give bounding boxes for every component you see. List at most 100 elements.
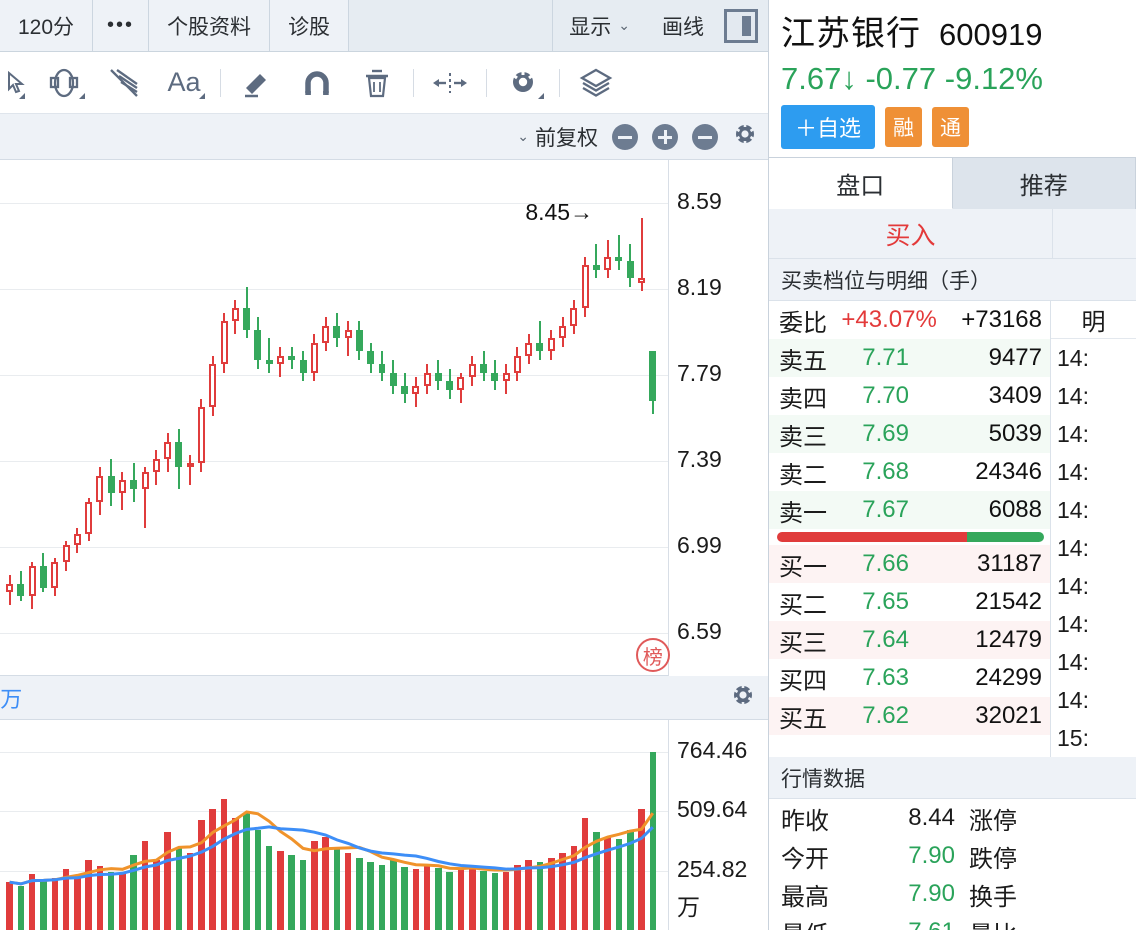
volume-bar [51,877,59,930]
trade-detail-row[interactable]: 14: [1057,420,1089,447]
orderbook-buy-row[interactable]: 买二 7.65 21542 [769,583,1050,621]
text-icon[interactable]: Aa [154,52,214,113]
margin-trading-tag[interactable]: 融 [885,107,923,147]
candle-body [513,355,521,373]
trade-action-spacer [1053,209,1136,258]
add-watchlist-button[interactable]: ＋自选 [781,105,876,149]
volume-bar [119,872,126,930]
orderbook-price: 7.69 [862,420,909,447]
display-label: 显示 [569,15,612,39]
candle-body [322,325,330,343]
measure-icon[interactable] [420,52,480,113]
volume-axis-tick: 509.64 [677,796,748,823]
candle-body [649,351,657,401]
trade-detail-header: 明 [1051,301,1136,339]
candlestick-plot[interactable] [0,160,668,676]
trade-detail-row[interactable]: 14: [1057,572,1089,599]
orderbook-buy-row[interactable]: 买四 7.63 24299 [769,659,1050,697]
volume-bar [96,865,104,930]
volume-bar [28,874,36,930]
trade-detail-row[interactable]: 14: [1057,496,1089,523]
connect-tag[interactable]: 通 [932,107,970,147]
period-button[interactable]: 120分 [0,0,94,51]
candle-body [389,372,397,386]
stock-info-button[interactable]: 个股资料 [149,0,271,51]
orderbook-sell-row[interactable]: 卖五 7.71 9477 [769,339,1050,377]
market-data-key-2: 量比 [963,915,1059,930]
candle-wick [268,338,271,373]
volume-bar [390,860,397,930]
orderbook-wrapper: 委比 +43.07% +73168 卖五 7.71 9477 卖四 7.70 3409 卖三 7.6… [769,301,1136,757]
candle-body [604,256,612,270]
gear-icon[interactable] [730,682,756,713]
orderbook-sell-row[interactable]: 卖三 7.69 5039 [769,415,1050,453]
candle-body [525,342,533,356]
volume-bar [311,841,318,930]
commission-ratio-value: +73168 [961,306,1042,333]
trade-detail-row[interactable]: 14: [1057,382,1089,409]
adjust-dropdown[interactable]: ⌄ 前复权 [517,122,598,152]
orderbook-sell-row[interactable]: 卖一 7.67 6088 [769,491,1050,529]
price-axis-tick: 6.99 [677,532,722,558]
orderbook-level-label: 买四 [779,667,827,695]
volume-bar [164,832,171,930]
candle-body [39,566,47,588]
chevron-down-icon: ⌄ [618,17,630,33]
orderbook-buy-row[interactable]: 买一 7.66 31187 [769,545,1050,583]
settings-icon[interactable] [493,52,553,113]
orderbook-qty: 32021 [975,702,1042,729]
split-panel-icon[interactable] [724,8,758,43]
magnet-icon[interactable] [287,52,347,113]
display-menu[interactable]: 显示 ⌄ [553,11,646,41]
gear-icon[interactable] [732,121,758,152]
price-annotation: 8.45→ [525,199,594,226]
tab-recommend[interactable]: 推荐 [952,158,1136,209]
ellipse-icon[interactable] [34,52,94,113]
trade-detail-row[interactable]: 15: [1057,724,1089,751]
equal-circle-icon[interactable] [612,123,638,150]
trade-detail-row[interactable]: 14: [1057,686,1089,713]
candle-body [378,364,386,373]
volume-bar [243,813,250,930]
chart-control-bar: ⌄ 前复权 [0,114,768,160]
trash-icon[interactable] [347,52,407,113]
trade-detail-row[interactable]: 14: [1057,610,1089,637]
candle-body [254,329,262,360]
candle-body [547,338,555,352]
buy-button[interactable]: 买入 [769,209,1053,258]
volume-bar [40,879,47,930]
trade-detail-row[interactable]: 14: [1057,534,1089,561]
draw-menu[interactable]: 画线 [646,11,720,41]
candle-body [581,265,589,309]
leaderboard-badge[interactable]: 榜 [635,638,670,672]
plus-circle-icon[interactable] [652,123,678,150]
orderbook-price: 7.66 [862,550,909,577]
volume-bar [333,848,341,930]
volume-plot[interactable] [0,720,668,930]
orderbook-sell-row[interactable]: 卖四 7.70 3409 [769,377,1050,415]
cursor-icon[interactable] [0,52,34,113]
minus-circle-icon[interactable] [692,123,718,150]
trade-detail-row[interactable]: 14: [1057,344,1089,371]
price-chart-panel[interactable]: 8.59 8.19 7.79 7.39 6.99 6.59 8.45→ 榜 [0,160,768,676]
trade-detail-list[interactable]: 明 14: 14: 14: 14: 14: 14: 14: 14: 14: 14: 15: [1051,301,1136,757]
orderbook-buy-row[interactable]: 买三 7.64 12479 [769,621,1050,659]
candle-body [355,329,363,352]
orderbook-buy-row[interactable]: 买五 7.62 32021 [769,697,1050,735]
fib-fan-icon[interactable] [94,52,154,113]
tab-orderbook[interactable]: 盘口 [769,158,953,209]
layers-icon[interactable] [566,52,626,113]
marker-pen-icon[interactable] [227,52,287,113]
volume-bar [107,871,115,930]
more-button[interactable]: ••• [93,0,150,51]
orderbook-table[interactable]: 委比 +43.07% +73168 卖五 7.71 9477 卖四 7.70 3409 卖三 7.6… [769,301,1051,757]
orderbook-sell-row[interactable]: 卖二 7.68 24346 [769,453,1050,491]
diagnose-button[interactable]: 诊股 [270,0,350,51]
trade-detail-row[interactable]: 14: [1057,458,1089,485]
trade-detail-row[interactable]: 14: [1057,648,1089,675]
volume-bar [581,818,589,930]
candle-body [28,566,36,597]
orderbook-level-label: 买三 [779,629,827,657]
volume-chart-panel[interactable]: 764.46 509.64 254.82 万 [0,720,768,930]
candle-body [152,458,160,472]
